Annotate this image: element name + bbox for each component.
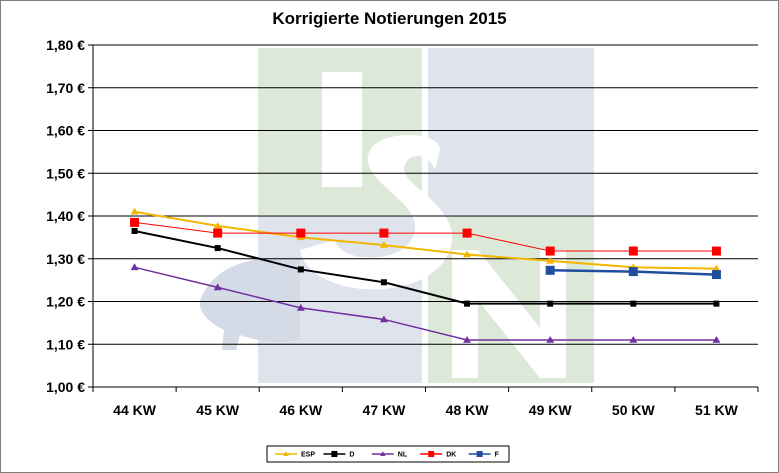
data-point-dk [545,246,555,256]
x-tick-label: 47 KW [363,402,407,418]
data-point-d [297,266,304,273]
legend-label-f: F [495,452,500,459]
legend-marker-esp [283,451,289,456]
x-tick-label: 49 KW [529,402,573,418]
watermark-pig-silhouette [199,257,300,350]
x-tick-labels: 44 KW 45 KW 46 KW 47 KW 48 KW 49 KW 50 KW 51 KW [113,402,738,418]
isn-watermark [199,48,594,383]
legend: ESP D NL DK F [266,445,510,463]
x-tick-label: 45 KW [196,402,240,418]
y-tick-label: 1,70 € [46,80,85,96]
watermark-letter-i [322,72,362,187]
data-point-nl [379,315,388,323]
series-line-dk [134,221,717,252]
y-tick-label: 1,30 € [46,251,85,267]
data-point-esp [546,256,555,264]
x-tick-label: 50 KW [612,402,656,418]
series-layer [130,207,721,343]
series-d [131,227,720,307]
data-point-dk [628,246,638,256]
axes [88,44,759,392]
x-tick-label: 51 KW [695,402,739,418]
data-point-f [628,267,638,277]
series-nl [130,263,721,343]
data-point-dk [462,228,472,238]
data-point-esp [213,221,222,229]
y-tick-label: 1,40 € [46,208,85,224]
data-point-nl [629,335,638,343]
watermark-letter-s [300,135,453,290]
data-point-dk [130,217,140,227]
legend-label-esp: ESP [301,452,315,459]
data-point-d [630,300,637,307]
legend-marker-nl [379,451,386,456]
x-tick-label: 46 KW [279,402,323,418]
data-point-f [711,270,721,280]
y-tick-label: 1,60 € [46,123,85,139]
data-point-nl [296,303,305,311]
data-point-dk [379,228,389,238]
x-tick-label: 44 KW [113,402,157,418]
y-tick-label: 1,50 € [46,165,85,181]
data-point-f [545,265,555,275]
watermark-block-blue [428,48,594,215]
series-line-esp [134,210,717,270]
legend-label-nl: NL [398,452,408,459]
data-point-dk [296,228,306,238]
legend-label-d: D [349,452,354,459]
legend-label-dk: DK [446,452,456,459]
data-point-esp [463,250,472,258]
data-point-d [713,300,720,307]
series-line-d [134,229,717,305]
y-tick-label: 1,80 € [46,37,85,53]
watermark-letter-n [452,250,566,378]
data-point-nl [130,263,139,271]
y-tick-label: 1,00 € [46,379,85,395]
series-dk [130,217,721,256]
data-point-nl [712,335,721,343]
data-point-dk [711,246,721,256]
data-point-nl [463,335,472,343]
data-point-dk [213,228,223,238]
data-point-nl [213,283,222,291]
series-line-nl [134,266,717,341]
series-f [545,265,721,280]
x-tick-label: 48 KW [446,402,490,418]
data-point-d [464,300,471,307]
data-point-d [131,227,138,234]
legend-marker-d [331,451,338,457]
data-point-esp [130,207,139,215]
legend-marker-dk [428,451,435,457]
data-point-esp [379,241,388,248]
y-tick-label: 1,10 € [46,336,85,352]
data-point-esp [712,264,721,272]
grid-lines [93,44,758,345]
y-tick-label: 1,20 € [46,294,85,310]
legend-marker-f [476,451,483,457]
data-point-d [214,245,221,252]
data-point-d [380,279,387,286]
data-point-d [547,300,554,307]
data-point-nl [546,335,555,343]
y-tick-labels: 1,00 € 1,10 € 1,20 € 1,30 € 1,40 € 1,50 € 1,60… [46,37,85,395]
chart-title: Korrigierte Notierungen 2015 [272,9,507,28]
